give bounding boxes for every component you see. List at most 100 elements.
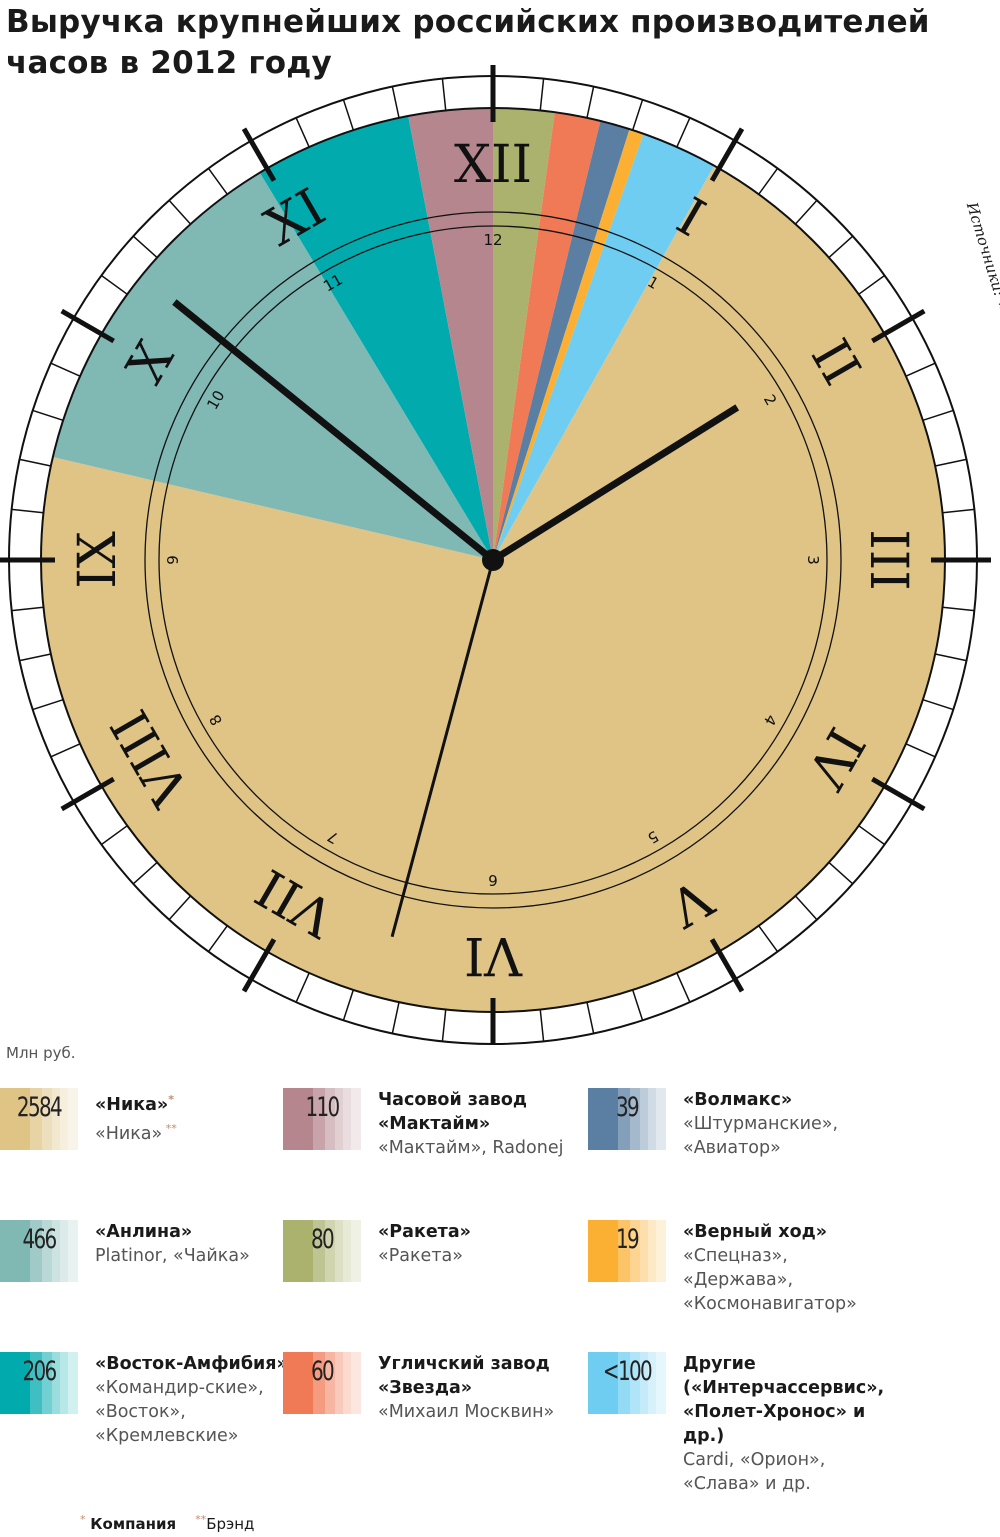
minute-hand [172, 299, 496, 563]
minute-tick [828, 235, 854, 259]
minute-tick [586, 86, 595, 119]
chart-title: Выручка крупнейших российских производит… [6, 4, 930, 81]
minute-tick [794, 895, 818, 921]
legend-company: Другие («Интерчассервис», «Полет-Хронос»… [683, 1354, 885, 1446]
hour-tick [60, 776, 115, 812]
inner-ring-outer [144, 211, 842, 909]
legend-brands: «Михаил Москвин» [378, 1402, 555, 1422]
clock-ticks [0, 65, 991, 1045]
minute-tick [758, 925, 779, 953]
legend-value: 2584 [16, 1092, 63, 1123]
pie-slices [41, 108, 945, 1012]
center-pin [482, 549, 504, 571]
legend-company: Угличский завод «Звезда» [378, 1354, 550, 1398]
hour-tick [241, 938, 277, 993]
minute-tick [858, 825, 886, 846]
minute-tick [758, 167, 779, 195]
footnote-company: Компания [90, 1515, 177, 1533]
legend-value: 110 [305, 1092, 340, 1123]
minute-tick [441, 1009, 447, 1042]
minute-tick [391, 86, 400, 119]
legend-swatch: 60 [283, 1352, 361, 1414]
roman-numeral: XII [454, 135, 532, 195]
minute-tick [676, 972, 691, 1003]
minute-tick [11, 508, 44, 514]
legend-brands: «Ракета» [378, 1246, 463, 1266]
minute-tick [942, 606, 975, 612]
pie-slice [493, 120, 630, 560]
footnote-star-brand: ** [195, 1513, 207, 1526]
pie-slice [493, 112, 601, 561]
minute-tick [32, 409, 64, 422]
minute-tick [19, 458, 52, 467]
minute-tick [19, 653, 52, 662]
legend-swatch: <100 [588, 1352, 666, 1414]
minute-tick [942, 508, 975, 514]
legend-swatch: 466 [0, 1220, 78, 1282]
inner-ring-inner [158, 225, 828, 895]
legend-brands: «Командир-ские», «Восток», «Кремлевские» [95, 1378, 264, 1446]
pie-slice [259, 116, 493, 560]
minute-tick [100, 825, 128, 846]
minute-tick [207, 167, 228, 195]
minute-tick [100, 274, 128, 295]
legend-value: 466 [22, 1224, 57, 1255]
minute-tick [50, 743, 81, 758]
arabic-numeral: 9 [164, 555, 182, 565]
hour-tick [709, 127, 745, 182]
minute-tick [631, 99, 644, 131]
footnote-star-company: * [80, 1513, 86, 1526]
minute-tick [858, 274, 886, 295]
minute-tick [441, 78, 447, 111]
minute-tick [934, 458, 967, 467]
minute-tick [132, 861, 158, 885]
pie-slice [52, 172, 494, 560]
legend-company: «Восток-Амфибия» [95, 1354, 288, 1374]
minute-tick [828, 861, 854, 885]
pie-slice [408, 108, 493, 560]
legend-value: 39 [615, 1092, 640, 1123]
legend-item: <100 Другие («Интерчассервис», «Полет-Хро… [588, 1352, 888, 1512]
minute-tick [922, 409, 954, 422]
clock-hands [172, 299, 740, 938]
legend-value: 19 [615, 1224, 640, 1255]
legend-company: «Ракета» [378, 1222, 471, 1242]
legend-item: 19 «Верный ход» «Спецназ», «Держава», «Кос… [588, 1220, 888, 1380]
minute-tick [168, 895, 192, 921]
legend-value: 206 [22, 1356, 57, 1387]
minute-tick [207, 925, 228, 953]
minute-tick [631, 989, 644, 1021]
minute-tick [586, 1001, 595, 1034]
arabic-numeral: 3 [804, 555, 822, 565]
hour-tick [871, 308, 926, 344]
legend-item: 110 Часовой завод «Мактайм» «Мактайм», Rad… [283, 1088, 583, 1248]
legend-brands: «Спецназ», «Держава», «Космонавигатор» [683, 1246, 857, 1314]
minute-tick [539, 1009, 545, 1042]
pie-slice [493, 108, 555, 560]
second-hand [390, 559, 495, 938]
pie-slice [41, 165, 945, 1012]
minute-tick [11, 606, 44, 612]
legend-brands: Cardi, «Орион», «Слава» и др. [683, 1450, 826, 1494]
legend-swatch: 19 [588, 1220, 666, 1282]
legend-item: 466 «Анлина» Platinor, «Чайка» [0, 1220, 300, 1380]
legend-company: «Ника»* [95, 1093, 174, 1115]
legend-brands: Platinor, «Чайка» [95, 1246, 250, 1266]
legend-swatch: 2584 [0, 1088, 78, 1150]
arabic-numeral: 12 [483, 231, 502, 249]
roman-numeral: III [858, 529, 918, 591]
minute-tick [922, 698, 954, 711]
legend-item: 206 «Восток-Амфибия» «Командир-ские», «Вос… [0, 1352, 300, 1512]
minute-tick [934, 653, 967, 662]
legend-item: 2584 «Ника»* «Ника» ** [0, 1088, 300, 1248]
minute-tick [132, 235, 158, 259]
legend-swatch: 110 [283, 1088, 361, 1150]
minute-tick [905, 743, 936, 758]
minute-tick [342, 99, 355, 131]
legend-company: «Волмакс» [683, 1090, 793, 1110]
arabic-numeral: 6 [488, 871, 498, 889]
minute-tick [342, 989, 355, 1021]
minute-tick [50, 362, 81, 377]
legend-brands: «Мактайм», Radonej [378, 1138, 564, 1158]
